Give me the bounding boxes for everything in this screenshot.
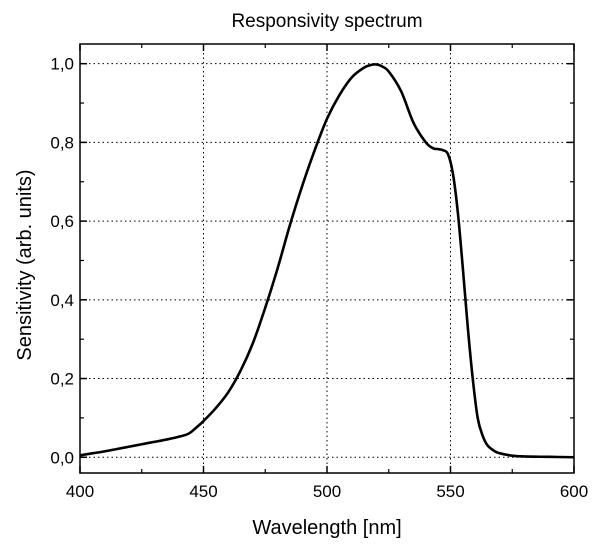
y-tick-label: 0,2 xyxy=(50,370,74,389)
x-tick-label: 600 xyxy=(560,482,588,501)
x-tick-label: 450 xyxy=(189,482,217,501)
x-tick-label: 500 xyxy=(313,482,341,501)
x-axis-title: Wavelength [nm] xyxy=(252,517,401,539)
y-tick-label: 1,0 xyxy=(50,55,74,74)
x-tick-label: 400 xyxy=(66,482,94,501)
grid xyxy=(80,44,574,473)
y-axis-title: Sensitivity (arb. units) xyxy=(14,169,36,360)
y-tick-label: 0,8 xyxy=(50,133,74,152)
x-tick-label: 550 xyxy=(436,482,464,501)
tick-labels: 400 450 500 550 600 0,0 0,2 0,4 0,6 0,8 1,0 xyxy=(50,55,588,501)
y-tick-label: 0,4 xyxy=(50,291,74,310)
chart-title: Responsivity spectrum xyxy=(231,11,422,32)
y-tick-label: 0,6 xyxy=(50,212,74,231)
ticks xyxy=(79,44,575,473)
y-tick-label: 0,0 xyxy=(50,448,74,467)
series-line xyxy=(79,63,575,459)
